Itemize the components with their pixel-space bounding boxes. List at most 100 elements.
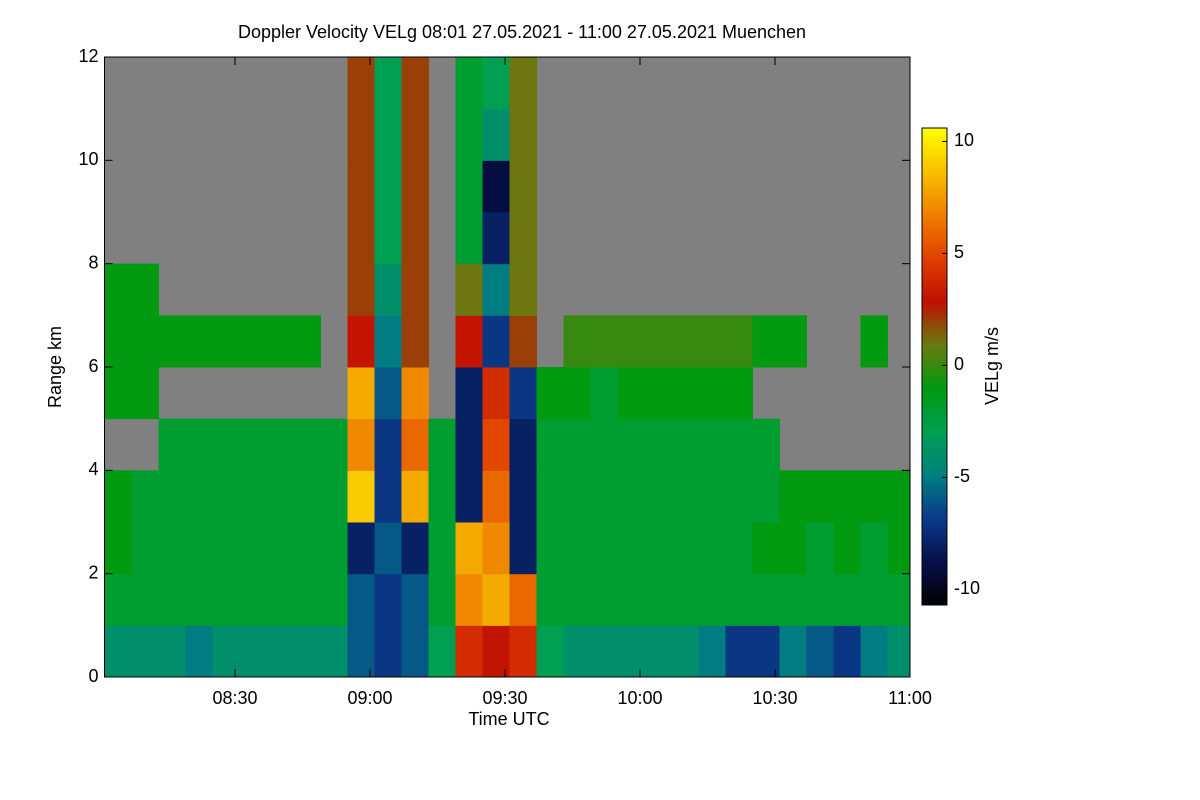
- heatmap-cell: [158, 418, 186, 471]
- heatmap-cell: [509, 522, 537, 575]
- heatmap-cell: [482, 212, 510, 265]
- heatmap-cell: [374, 522, 402, 575]
- heatmap-cell: [185, 573, 213, 626]
- x-tick-label: 10:30: [752, 688, 797, 708]
- heatmap-cell: [158, 315, 186, 368]
- heatmap-cell: [293, 470, 321, 523]
- heatmap-cell: [563, 625, 591, 678]
- heatmap-cell: [860, 522, 888, 575]
- heatmap-cell: [590, 625, 618, 678]
- heatmap-cell: [590, 418, 618, 471]
- y-tick-label: 12: [78, 46, 98, 66]
- heatmap-cell: [860, 625, 888, 678]
- heatmap-cell: [833, 573, 861, 626]
- heatmap-cell: [401, 573, 429, 626]
- heatmap-cell: [563, 522, 591, 575]
- heatmap-cell: [428, 418, 456, 471]
- x-tick-label: 09:30: [482, 688, 527, 708]
- heatmap-cell: [509, 108, 537, 161]
- heatmap-cell: [131, 625, 159, 678]
- heatmap-cell: [887, 522, 911, 575]
- heatmap-cell: [617, 470, 645, 523]
- heatmap-cell: [536, 625, 564, 678]
- heatmap-cell: [644, 625, 672, 678]
- heatmap-cell: [401, 263, 429, 316]
- heatmap-cell: [428, 625, 456, 678]
- heatmap-cell: [239, 418, 267, 471]
- heatmap-cell: [806, 470, 834, 523]
- heatmap-cell: [698, 367, 726, 420]
- heatmap-cell: [185, 522, 213, 575]
- heatmap-cell: [428, 470, 456, 523]
- heatmap-cell: [293, 418, 321, 471]
- heatmap-cell: [752, 470, 780, 523]
- heatmap-cell: [752, 522, 780, 575]
- heatmap-cell: [509, 263, 537, 316]
- heatmap-cell: [401, 522, 429, 575]
- heatmap-cell: [482, 263, 510, 316]
- y-tick-label: 4: [88, 459, 98, 479]
- heatmap-cell: [671, 522, 699, 575]
- heatmap-cell: [401, 625, 429, 678]
- heatmap-cell: [698, 418, 726, 471]
- heatmap-cell: [860, 315, 888, 368]
- heatmap-cell: [725, 522, 753, 575]
- heatmap-cell: [347, 108, 375, 161]
- heatmap-cell: [590, 522, 618, 575]
- heatmap-cell: [509, 573, 537, 626]
- heatmap-cell: [833, 470, 861, 523]
- heatmap-cell: [374, 57, 402, 110]
- heatmap-cell: [266, 625, 294, 678]
- heatmap-cell: [725, 367, 753, 420]
- heatmap-cell: [644, 315, 672, 368]
- y-axis-label: Range km: [45, 326, 65, 408]
- y-tick-label: 6: [88, 356, 98, 376]
- heatmap-cell: [482, 573, 510, 626]
- heatmap-cell: [104, 625, 132, 678]
- heatmap-cell: [671, 470, 699, 523]
- heatmap-cell: [725, 470, 753, 523]
- heatmap-cell: [509, 470, 537, 523]
- heatmap-cell: [698, 315, 726, 368]
- heatmap-cell: [725, 315, 753, 368]
- heatmap-cell: [806, 573, 834, 626]
- heatmap-cell: [779, 522, 807, 575]
- heatmap-cell: [347, 522, 375, 575]
- heatmap-cell: [428, 522, 456, 575]
- heatmap-cell: [482, 367, 510, 420]
- heatmap-cell: [374, 315, 402, 368]
- heatmap-cell: [563, 418, 591, 471]
- heatmap-cell: [536, 522, 564, 575]
- heatmap-cell: [347, 212, 375, 265]
- heatmap-cell: [131, 470, 159, 523]
- heatmap-cell: [860, 573, 888, 626]
- heatmap-cell: [320, 522, 348, 575]
- heatmap-cell: [779, 573, 807, 626]
- heatmap-cell: [563, 315, 591, 368]
- x-tick-label: 09:00: [347, 688, 392, 708]
- heatmap-cell: [428, 573, 456, 626]
- heatmap-cell: [644, 470, 672, 523]
- heatmap-cell: [347, 367, 375, 420]
- heatmap-cell: [293, 573, 321, 626]
- heatmap-cell: [293, 625, 321, 678]
- heatmap-cell: [617, 367, 645, 420]
- heatmap-cell: [644, 367, 672, 420]
- heatmap-cell: [779, 315, 807, 368]
- y-tick-label: 0: [88, 666, 98, 686]
- heatmap-cell: [374, 573, 402, 626]
- heatmap-cell: [779, 470, 807, 523]
- heatmap-cell: [482, 57, 510, 110]
- heatmap-cell: [212, 522, 240, 575]
- heatmap-cell: [536, 573, 564, 626]
- heatmap-cell: [212, 470, 240, 523]
- heatmap-cell: [293, 315, 321, 368]
- heatmap-cell: [185, 470, 213, 523]
- heatmap-cell: [455, 108, 483, 161]
- chart-title: Doppler Velocity VELg 08:01 27.05.2021 -…: [238, 22, 806, 42]
- heatmap-cell: [482, 160, 510, 213]
- heatmap-cell: [455, 57, 483, 110]
- heatmap-cell: [455, 263, 483, 316]
- heatmap-cell: [158, 470, 186, 523]
